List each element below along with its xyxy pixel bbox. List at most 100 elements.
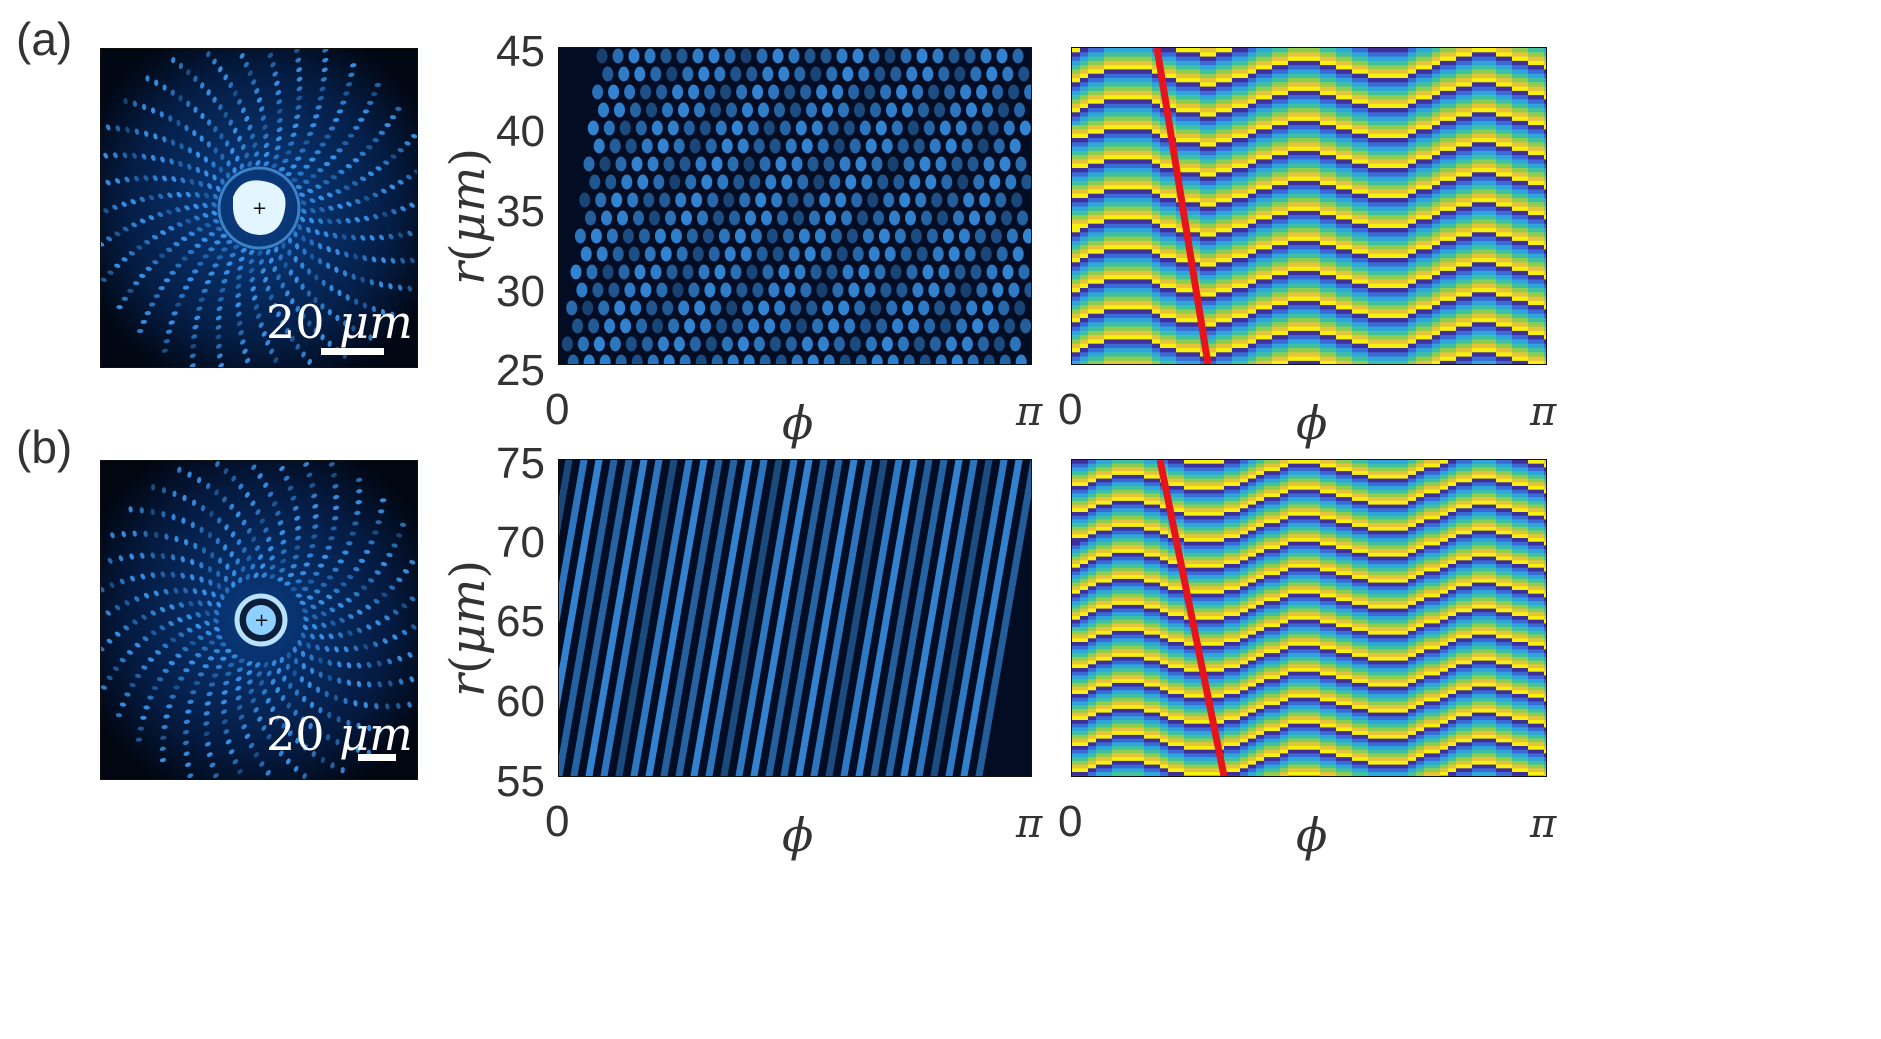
phase-cell — [1088, 232, 1097, 238]
phase-cell — [1216, 112, 1225, 118]
phase-cell — [1400, 249, 1409, 255]
phase-cell — [1096, 258, 1105, 263]
fringe-spot — [351, 234, 356, 241]
phase-cell — [1328, 99, 1337, 105]
fringe-spot — [323, 231, 329, 238]
phase-cell — [1192, 52, 1201, 58]
phase-cell — [1144, 228, 1153, 233]
phase-cell — [1216, 275, 1225, 280]
fringe-spot — [200, 82, 205, 89]
phase-cell — [1176, 90, 1185, 96]
fringe-spot — [309, 157, 316, 162]
phase-cell — [1344, 356, 1353, 362]
phase-cell — [1104, 202, 1113, 208]
phase-cell — [1288, 339, 1297, 345]
phase-cell — [1280, 120, 1289, 126]
phase-cell — [1224, 210, 1233, 216]
phase-cell — [1240, 258, 1249, 263]
phase-cell — [1280, 283, 1289, 289]
phase-cell — [1304, 305, 1313, 310]
fringe-spot — [299, 216, 306, 223]
phase-cell — [1376, 283, 1385, 289]
phase-cell — [1136, 185, 1145, 190]
phase-cell — [1336, 103, 1345, 109]
phase-cell — [1328, 343, 1337, 349]
fringe-spot — [371, 91, 378, 97]
phase-cell — [1320, 296, 1329, 302]
phase-cell — [1160, 236, 1169, 242]
phase-cell — [1344, 125, 1353, 130]
phase-cell — [1424, 339, 1433, 345]
phase-cell — [1312, 73, 1321, 79]
phase-cell — [1248, 103, 1257, 109]
phase-cell — [1232, 236, 1241, 242]
phase-cell — [1232, 305, 1241, 310]
phase-cell — [1408, 219, 1417, 225]
phase-cell — [1408, 95, 1417, 100]
phase-cell — [1328, 330, 1337, 336]
phase-cell — [1192, 112, 1201, 118]
phase-cell — [1096, 228, 1105, 233]
phase-cell — [1160, 322, 1169, 328]
phase-cell — [1336, 185, 1345, 190]
phase-cell — [1344, 210, 1353, 216]
intensity-spot — [624, 84, 636, 100]
phase-cell — [1344, 86, 1353, 92]
phase-cell — [1288, 138, 1297, 143]
phase-cell — [1168, 335, 1177, 340]
phase-cell — [1104, 103, 1113, 109]
fringe-spot — [340, 100, 347, 105]
phase-cell — [1304, 65, 1313, 70]
intensity-spot — [897, 138, 909, 154]
fringe-spot — [309, 253, 315, 260]
phase-cell — [1136, 142, 1145, 148]
fringe-spot — [274, 80, 280, 86]
phase-cell — [1184, 108, 1193, 113]
intensity-spot — [865, 138, 877, 154]
phase-cell — [1376, 99, 1385, 105]
phase-cell — [1392, 99, 1401, 105]
phase-cell — [1088, 292, 1097, 298]
phase-cell — [1320, 348, 1329, 353]
phase-cell — [1376, 356, 1385, 362]
phase-cell — [1416, 172, 1425, 178]
phase-cell — [1376, 335, 1385, 340]
phase-cell — [1080, 56, 1089, 62]
phase-cell — [1336, 198, 1345, 203]
phase-cell — [1280, 343, 1289, 349]
phase-cell — [1088, 172, 1097, 178]
fringe-spot — [390, 311, 395, 319]
intensity-spot — [810, 264, 822, 280]
intensity-spot — [657, 138, 669, 154]
x-axis-label-a: ϕ — [782, 396, 814, 450]
phase-cell — [1392, 78, 1401, 83]
phase-cell — [1392, 176, 1401, 182]
phase-cell — [1224, 249, 1233, 255]
phase-cell — [1144, 245, 1153, 250]
phase-cell — [1312, 176, 1321, 182]
phase-cell — [1136, 215, 1145, 220]
phase-cell — [1264, 202, 1273, 208]
phase-cell — [1416, 198, 1425, 203]
phase-cell — [1120, 245, 1129, 250]
phase-cell — [1296, 330, 1305, 336]
scale-bar-label-a: 20 μm — [266, 295, 413, 349]
phase-cell — [1080, 305, 1089, 310]
phase-cell — [1112, 360, 1121, 364]
phase-cell — [1240, 95, 1249, 100]
phase-cell — [1184, 56, 1193, 62]
phase-cell — [1280, 90, 1289, 96]
phase-cell — [1224, 60, 1233, 66]
intensity-spot — [608, 84, 620, 100]
phase-cell — [1240, 99, 1249, 105]
intensity-spot — [714, 66, 726, 82]
phase-cell — [1416, 318, 1425, 323]
phase-cell — [1200, 138, 1209, 143]
phase-cell — [1248, 360, 1257, 364]
phase-cell — [1304, 129, 1313, 135]
phase-cell — [1432, 82, 1441, 88]
phase-cell — [1224, 270, 1233, 276]
phase-cell — [1384, 60, 1393, 66]
fringe-spot — [200, 112, 205, 120]
intensity-spot — [931, 192, 943, 208]
